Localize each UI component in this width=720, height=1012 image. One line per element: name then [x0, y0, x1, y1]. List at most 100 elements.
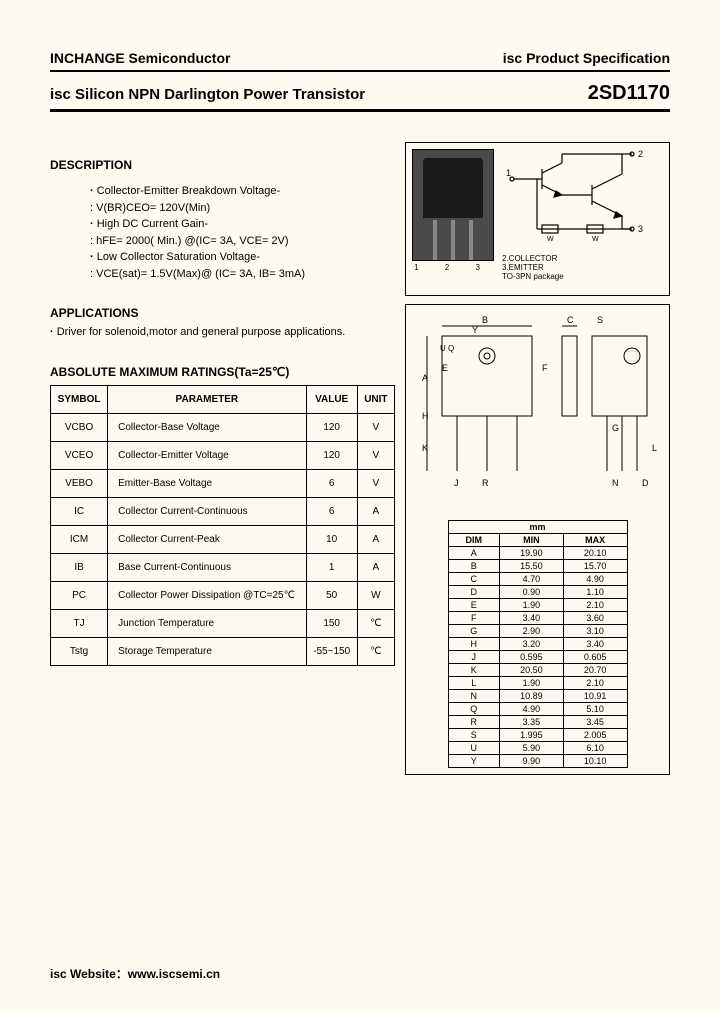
ratings-cell: TJ: [51, 609, 108, 637]
desc-item: : hFE= 2000( Min.) @(IC= 3A, VCE= 2V): [90, 233, 395, 250]
ratings-cell: Storage Temperature: [108, 637, 306, 665]
footer-website: isc Website：www.iscsemi.cn: [50, 965, 220, 982]
ratings-cell: 1: [306, 553, 357, 581]
dim-cell: 1.10: [563, 586, 627, 599]
table-row: Y9.9010.10: [448, 755, 627, 768]
desc-item: Low Collector Saturation Voltage-: [90, 249, 395, 266]
dim-cell: G: [448, 625, 500, 638]
description-heading: DESCRIPTION: [50, 158, 395, 172]
dim-cell: 2.005: [563, 729, 627, 742]
dim-col: MAX: [563, 534, 627, 547]
pin-numbers: 1 2 3: [412, 263, 494, 272]
ratings-cell: IB: [51, 553, 108, 581]
ratings-cell: V: [357, 413, 394, 441]
dim-cell: 20.50: [500, 664, 564, 677]
dim-cell: U: [448, 742, 500, 755]
ratings-cell: A: [357, 525, 394, 553]
dim-cell: 5.10: [563, 703, 627, 716]
svg-text:G: G: [612, 423, 619, 433]
dimension-drawing-icon: B C S A K J R N D L G F E U Q Y H: [412, 311, 662, 511]
table-row: C4.704.90: [448, 573, 627, 586]
dim-cell: 3.10: [563, 625, 627, 638]
ratings-cell: Collector Power Dissipation @TC=25℃: [108, 581, 306, 609]
table-row: TJJunction Temperature150℃: [51, 609, 395, 637]
svg-text:L: L: [652, 443, 657, 453]
svg-text:N: N: [612, 478, 619, 488]
table-row: IBBase Current-Continuous1A: [51, 553, 395, 581]
ratings-cell: A: [357, 553, 394, 581]
dim-cell: 5.90: [500, 742, 564, 755]
ratings-col: UNIT: [357, 385, 394, 413]
svg-text:1: 1: [506, 168, 511, 178]
ratings-cell: ICM: [51, 525, 108, 553]
table-row: ICCollector Current-Continuous6A: [51, 497, 395, 525]
table-row: S1.9952.005: [448, 729, 627, 742]
ratings-cell: ℃: [357, 609, 394, 637]
dim-cell: 1.90: [500, 599, 564, 612]
table-row: H3.203.40: [448, 638, 627, 651]
svg-text:J: J: [454, 478, 459, 488]
ratings-cell: PC: [51, 581, 108, 609]
svg-text:S: S: [597, 315, 603, 325]
table-row: VCEOCollector-Emitter Voltage120V: [51, 441, 395, 469]
table-row: U5.906.10: [448, 742, 627, 755]
desc-item: Collector-Emitter Breakdown Voltage-: [90, 183, 395, 200]
product-title: isc Silicon NPN Darlington Power Transis…: [50, 86, 365, 103]
dim-cell: F: [448, 612, 500, 625]
ratings-cell: -55~150: [306, 637, 357, 665]
package-schematic-box: 1 2 3: [405, 142, 670, 296]
ratings-cell: 150: [306, 609, 357, 637]
dim-cell: 9.90: [500, 755, 564, 768]
dim-col: MIN: [500, 534, 564, 547]
dim-cell: L: [448, 677, 500, 690]
dim-cell: 3.35: [500, 716, 564, 729]
ratings-heading: ABSOLUTE MAXIMUM RATINGS(Ta=25℃): [50, 365, 395, 379]
dim-cell: 3.40: [500, 612, 564, 625]
dim-cell: C: [448, 573, 500, 586]
dim-cell: 4.70: [500, 573, 564, 586]
dim-cell: 3.45: [563, 716, 627, 729]
ratings-cell: Base Current-Continuous: [108, 553, 306, 581]
dim-cell: 1.995: [500, 729, 564, 742]
ratings-cell: A: [357, 497, 394, 525]
dim-cell: 4.90: [563, 573, 627, 586]
dim-cell: 6.10: [563, 742, 627, 755]
ratings-cell: ℃: [357, 637, 394, 665]
darlington-schematic-icon: 1 2 3 W W: [502, 149, 662, 249]
dim-cell: R: [448, 716, 500, 729]
dim-cell: J: [448, 651, 500, 664]
ratings-cell: 50: [306, 581, 357, 609]
svg-text:D: D: [642, 478, 649, 488]
dim-cell: 2.10: [563, 599, 627, 612]
dim-cell: 3.60: [563, 612, 627, 625]
dimension-diagram-box: B C S A K J R N D L G F E U Q Y H: [405, 304, 670, 775]
dim-unit-header: mm: [448, 521, 627, 534]
ratings-cell: 120: [306, 441, 357, 469]
table-row: G2.903.10: [448, 625, 627, 638]
dim-cell: A: [448, 547, 500, 560]
table-row: R3.353.45: [448, 716, 627, 729]
table-row: PCCollector Power Dissipation @TC=25℃50W: [51, 581, 395, 609]
dim-cell: 4.90: [500, 703, 564, 716]
ratings-cell: V: [357, 469, 394, 497]
dimension-table: mm DIMMINMAX A19.9020.10B15.5015.70C4.70…: [448, 520, 628, 768]
dim-cell: K: [448, 664, 500, 677]
dim-cell: 10.10: [563, 755, 627, 768]
table-row: Q4.905.10: [448, 703, 627, 716]
desc-item: High DC Current Gain-: [90, 216, 395, 233]
ratings-cell: VCBO: [51, 413, 108, 441]
dim-cell: 2.90: [500, 625, 564, 638]
dim-cell: 0.90: [500, 586, 564, 599]
svg-text:R: R: [482, 478, 489, 488]
ratings-col: VALUE: [306, 385, 357, 413]
ratings-cell: 6: [306, 497, 357, 525]
dim-cell: 0.595: [500, 651, 564, 664]
table-row: ICMCollector Current-Peak10A: [51, 525, 395, 553]
dim-cell: 3.40: [563, 638, 627, 651]
ratings-cell: Tstg: [51, 637, 108, 665]
title-rule: [50, 109, 670, 112]
ratings-cell: Junction Temperature: [108, 609, 306, 637]
svg-text:E: E: [442, 363, 448, 373]
svg-text:W: W: [592, 236, 599, 243]
dim-cell: Q: [448, 703, 500, 716]
